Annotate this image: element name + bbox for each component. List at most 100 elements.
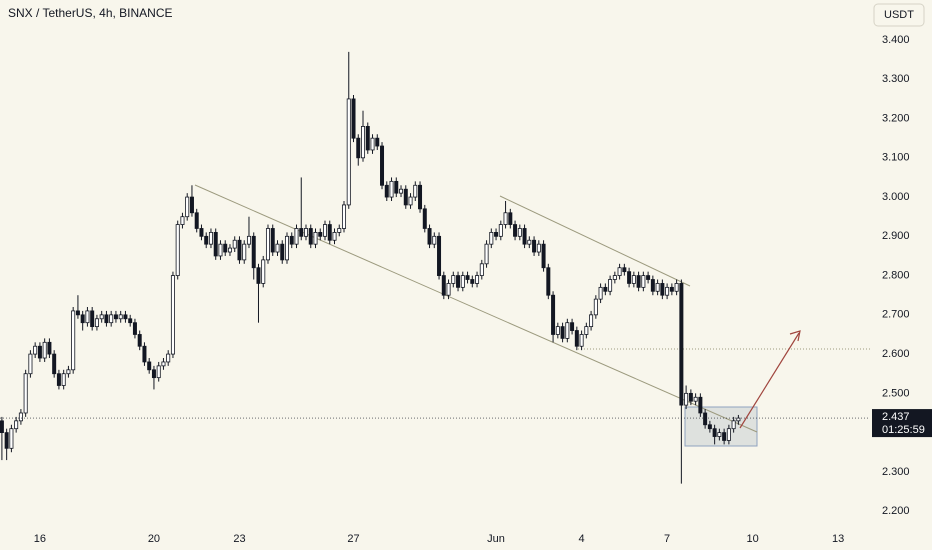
y-tick-label: 3.200: [882, 112, 910, 124]
candle-body: [646, 275, 651, 280]
y-tick-label: 2.300: [882, 466, 910, 478]
candle-body: [137, 334, 142, 347]
range-box: [684, 406, 758, 447]
candle-body: [399, 188, 404, 194]
candle-body: [636, 275, 641, 288]
candle-body: [109, 314, 114, 324]
candle-body: [513, 224, 518, 237]
candle-body: [736, 417, 741, 422]
candle-body: [579, 334, 584, 347]
candle-body: [37, 345, 42, 359]
x-tick-label: Jun: [487, 533, 505, 545]
candle-body: [199, 228, 204, 237]
candle-body: [4, 432, 9, 449]
candle-body: [536, 243, 541, 253]
candle-body: [489, 231, 494, 245]
candle-body: [731, 420, 736, 430]
candle-body: [565, 322, 570, 339]
candle-body: [361, 126, 366, 159]
candle-body: [660, 283, 665, 296]
candle-body: [299, 228, 304, 237]
candle-body: [418, 184, 423, 210]
candle-body: [437, 235, 442, 276]
candle-body: [142, 345, 147, 363]
x-tick-label: 16: [34, 533, 46, 545]
countdown: 01:25:59: [882, 424, 925, 436]
candle-body: [175, 224, 180, 276]
candle-body: [0, 420, 4, 434]
candle-body: [23, 373, 28, 414]
candle-body: [242, 243, 247, 261]
candle-body: [627, 271, 632, 284]
candle-body: [574, 330, 579, 347]
candle-body: [80, 314, 85, 324]
candle-body: [71, 310, 76, 371]
candle-body: [365, 126, 370, 151]
candle-body: [570, 322, 575, 331]
x-tick-label: 4: [579, 533, 585, 545]
candle-body: [180, 216, 185, 225]
candle-body: [194, 212, 199, 229]
candle-body: [403, 188, 408, 206]
candle-body: [684, 392, 689, 406]
candle-body: [669, 286, 674, 292]
candle-body: [237, 239, 242, 261]
candle-body: [33, 345, 38, 355]
candle-body: [327, 224, 332, 241]
chart-title: SNX / TetherUS, 4h, BINANCE: [8, 6, 173, 20]
candle-body: [323, 224, 328, 237]
candle-body: [427, 228, 432, 245]
candle-body: [85, 310, 90, 324]
candle-body: [522, 228, 527, 245]
candle-body: [66, 369, 71, 375]
candle-body: [451, 275, 456, 284]
trend-line: [194, 184, 758, 433]
candle-body: [631, 275, 636, 284]
candle-body: [289, 235, 294, 245]
candle-body: [208, 231, 213, 245]
candle-body: [527, 239, 532, 245]
candle-body: [441, 275, 446, 296]
candle-body: [99, 314, 104, 320]
candle-body: [256, 267, 261, 284]
candle-body: [47, 341, 52, 355]
currency[interactable]: USDT: [884, 9, 914, 21]
drawings: [194, 184, 870, 447]
candle-body: [204, 235, 209, 245]
candle-body: [270, 228, 275, 253]
candle-body: [351, 98, 356, 139]
candle-body: [170, 275, 175, 355]
candle-body: [14, 420, 19, 430]
candle-body: [118, 314, 123, 320]
y-tick-label: 2.600: [882, 348, 910, 360]
candle-body: [303, 228, 308, 237]
candle-body: [9, 428, 14, 449]
candle-body: [598, 286, 603, 300]
candle-body: [346, 98, 351, 206]
candle-body: [456, 275, 461, 288]
x-tick-label: 27: [347, 533, 359, 545]
candle-body: [132, 322, 137, 335]
candle-body: [603, 286, 608, 292]
candle-body: [213, 231, 218, 257]
candle-body: [161, 361, 166, 367]
candle-body: [232, 239, 237, 249]
candle-body: [227, 247, 232, 253]
y-tick-label: 2.900: [882, 230, 910, 242]
y-tick-label: 3.400: [882, 34, 910, 46]
candle-body: [275, 243, 280, 253]
y-tick-label: 3.100: [882, 152, 910, 164]
candle-body: [622, 267, 627, 273]
currency-button[interactable]: [873, 3, 925, 27]
candle-body: [541, 243, 546, 269]
candle-body: [75, 310, 80, 316]
candle-body: [380, 145, 385, 186]
candle-body: [503, 212, 508, 225]
y-tick-label: 2.800: [882, 269, 910, 281]
candle-body: [185, 196, 190, 218]
candle-body: [717, 432, 722, 437]
candle-body: [641, 275, 646, 288]
candle-body: [375, 137, 380, 147]
